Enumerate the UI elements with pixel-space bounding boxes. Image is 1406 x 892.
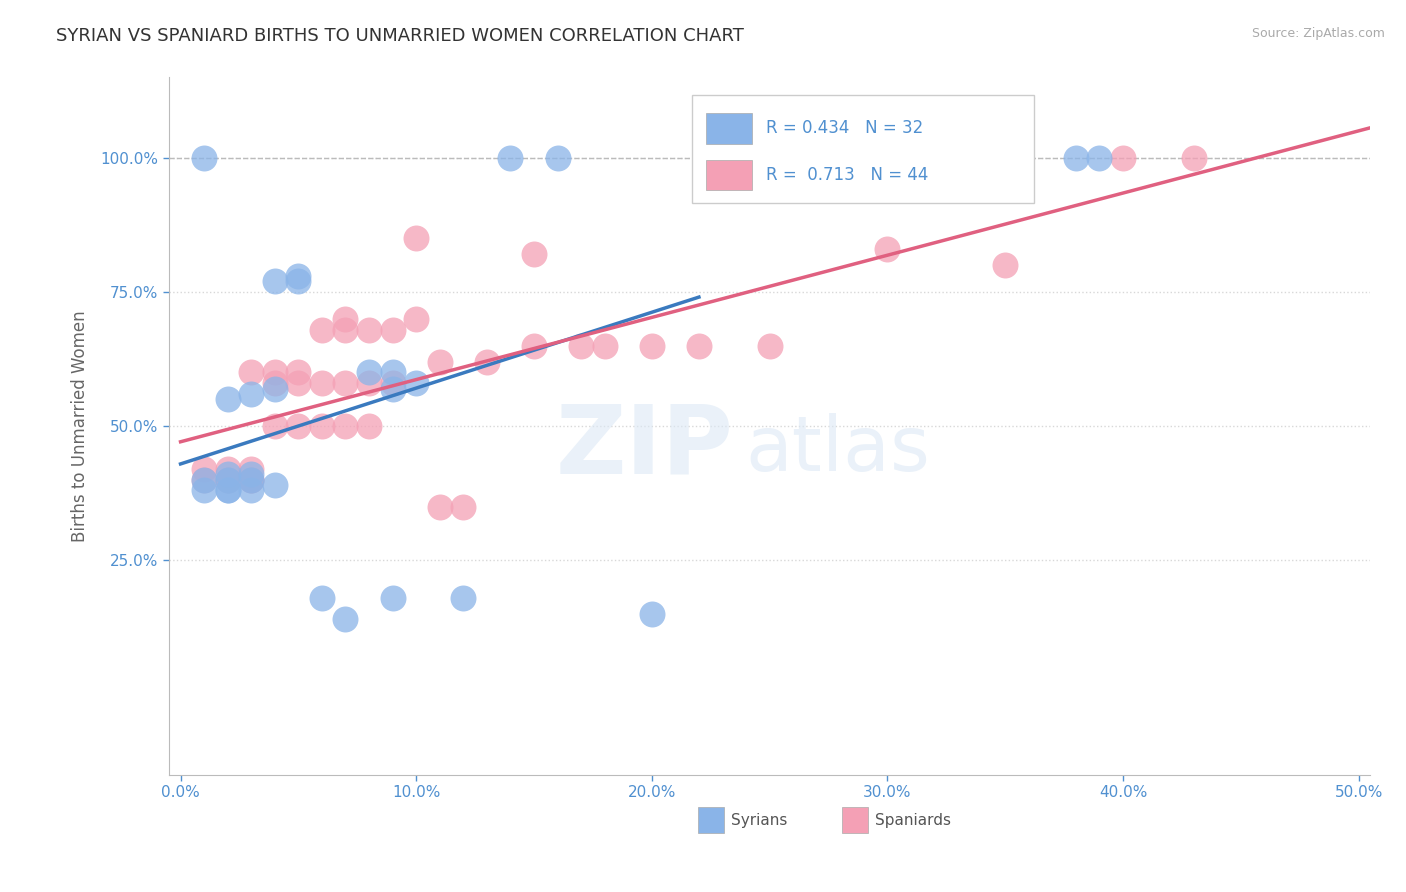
Text: R = 0.434   N = 32: R = 0.434 N = 32 bbox=[766, 120, 924, 137]
Point bbox=[381, 322, 404, 336]
Point bbox=[547, 151, 569, 165]
Point bbox=[240, 473, 263, 487]
Point bbox=[357, 376, 380, 391]
Point bbox=[263, 376, 285, 391]
Point bbox=[263, 478, 285, 492]
Point bbox=[1112, 151, 1135, 165]
Point bbox=[381, 366, 404, 380]
Point bbox=[240, 366, 263, 380]
Point bbox=[453, 500, 475, 514]
Point bbox=[217, 473, 239, 487]
Text: SYRIAN VS SPANIARD BIRTHS TO UNMARRIED WOMEN CORRELATION CHART: SYRIAN VS SPANIARD BIRTHS TO UNMARRIED W… bbox=[56, 27, 744, 45]
Point bbox=[357, 322, 380, 336]
Point bbox=[429, 500, 451, 514]
Point bbox=[217, 473, 239, 487]
Point bbox=[311, 419, 333, 434]
Point bbox=[217, 483, 239, 498]
Point bbox=[381, 376, 404, 391]
Point bbox=[1088, 151, 1111, 165]
Point bbox=[569, 338, 592, 352]
Point bbox=[311, 322, 333, 336]
Point bbox=[499, 151, 522, 165]
Point bbox=[335, 419, 357, 434]
Text: R =  0.713   N = 44: R = 0.713 N = 44 bbox=[766, 166, 928, 184]
Text: atlas: atlas bbox=[745, 414, 931, 487]
Point bbox=[335, 376, 357, 391]
Point bbox=[240, 462, 263, 476]
Point bbox=[287, 268, 309, 283]
Point bbox=[193, 151, 215, 165]
Point bbox=[475, 355, 498, 369]
Point bbox=[335, 612, 357, 626]
Point bbox=[876, 242, 898, 256]
Point bbox=[263, 419, 285, 434]
Bar bbox=[706, 113, 752, 144]
Bar bbox=[697, 806, 724, 833]
Text: ZIP: ZIP bbox=[555, 401, 734, 493]
Point bbox=[688, 338, 710, 352]
Point bbox=[287, 366, 309, 380]
Bar bbox=[842, 806, 868, 833]
Point bbox=[357, 419, 380, 434]
Y-axis label: Births to Unmarried Women: Births to Unmarried Women bbox=[72, 310, 89, 541]
Point bbox=[263, 274, 285, 288]
Point bbox=[593, 338, 616, 352]
Point bbox=[994, 258, 1017, 272]
Point bbox=[240, 483, 263, 498]
Point bbox=[263, 366, 285, 380]
Point bbox=[311, 591, 333, 605]
Point bbox=[523, 247, 546, 261]
Point bbox=[758, 338, 780, 352]
Point bbox=[453, 591, 475, 605]
Point bbox=[357, 366, 380, 380]
Point bbox=[641, 338, 664, 352]
Point bbox=[311, 376, 333, 391]
Point bbox=[405, 376, 427, 391]
Point bbox=[287, 274, 309, 288]
Point bbox=[335, 322, 357, 336]
Point bbox=[263, 382, 285, 396]
Point bbox=[193, 462, 215, 476]
Bar bbox=[706, 160, 752, 190]
Point bbox=[523, 338, 546, 352]
Point bbox=[641, 607, 664, 621]
Point bbox=[335, 311, 357, 326]
Point bbox=[240, 467, 263, 482]
Point bbox=[1182, 151, 1205, 165]
Point bbox=[240, 387, 263, 401]
Point bbox=[994, 151, 1017, 165]
Point bbox=[193, 473, 215, 487]
Point bbox=[287, 376, 309, 391]
Point bbox=[876, 151, 898, 165]
Text: Syrians: Syrians bbox=[731, 813, 787, 828]
Point bbox=[240, 473, 263, 487]
Point bbox=[405, 231, 427, 245]
Point bbox=[217, 462, 239, 476]
Point bbox=[429, 355, 451, 369]
Point bbox=[193, 483, 215, 498]
Point bbox=[381, 382, 404, 396]
Point bbox=[217, 473, 239, 487]
Text: Spaniards: Spaniards bbox=[876, 813, 952, 828]
Point bbox=[217, 483, 239, 498]
Point bbox=[1064, 151, 1087, 165]
Point bbox=[217, 392, 239, 407]
Point bbox=[381, 591, 404, 605]
Text: Source: ZipAtlas.com: Source: ZipAtlas.com bbox=[1251, 27, 1385, 40]
Point bbox=[193, 473, 215, 487]
Point bbox=[240, 473, 263, 487]
Point bbox=[217, 467, 239, 482]
Point bbox=[287, 419, 309, 434]
FancyBboxPatch shape bbox=[692, 95, 1033, 203]
Point bbox=[405, 311, 427, 326]
